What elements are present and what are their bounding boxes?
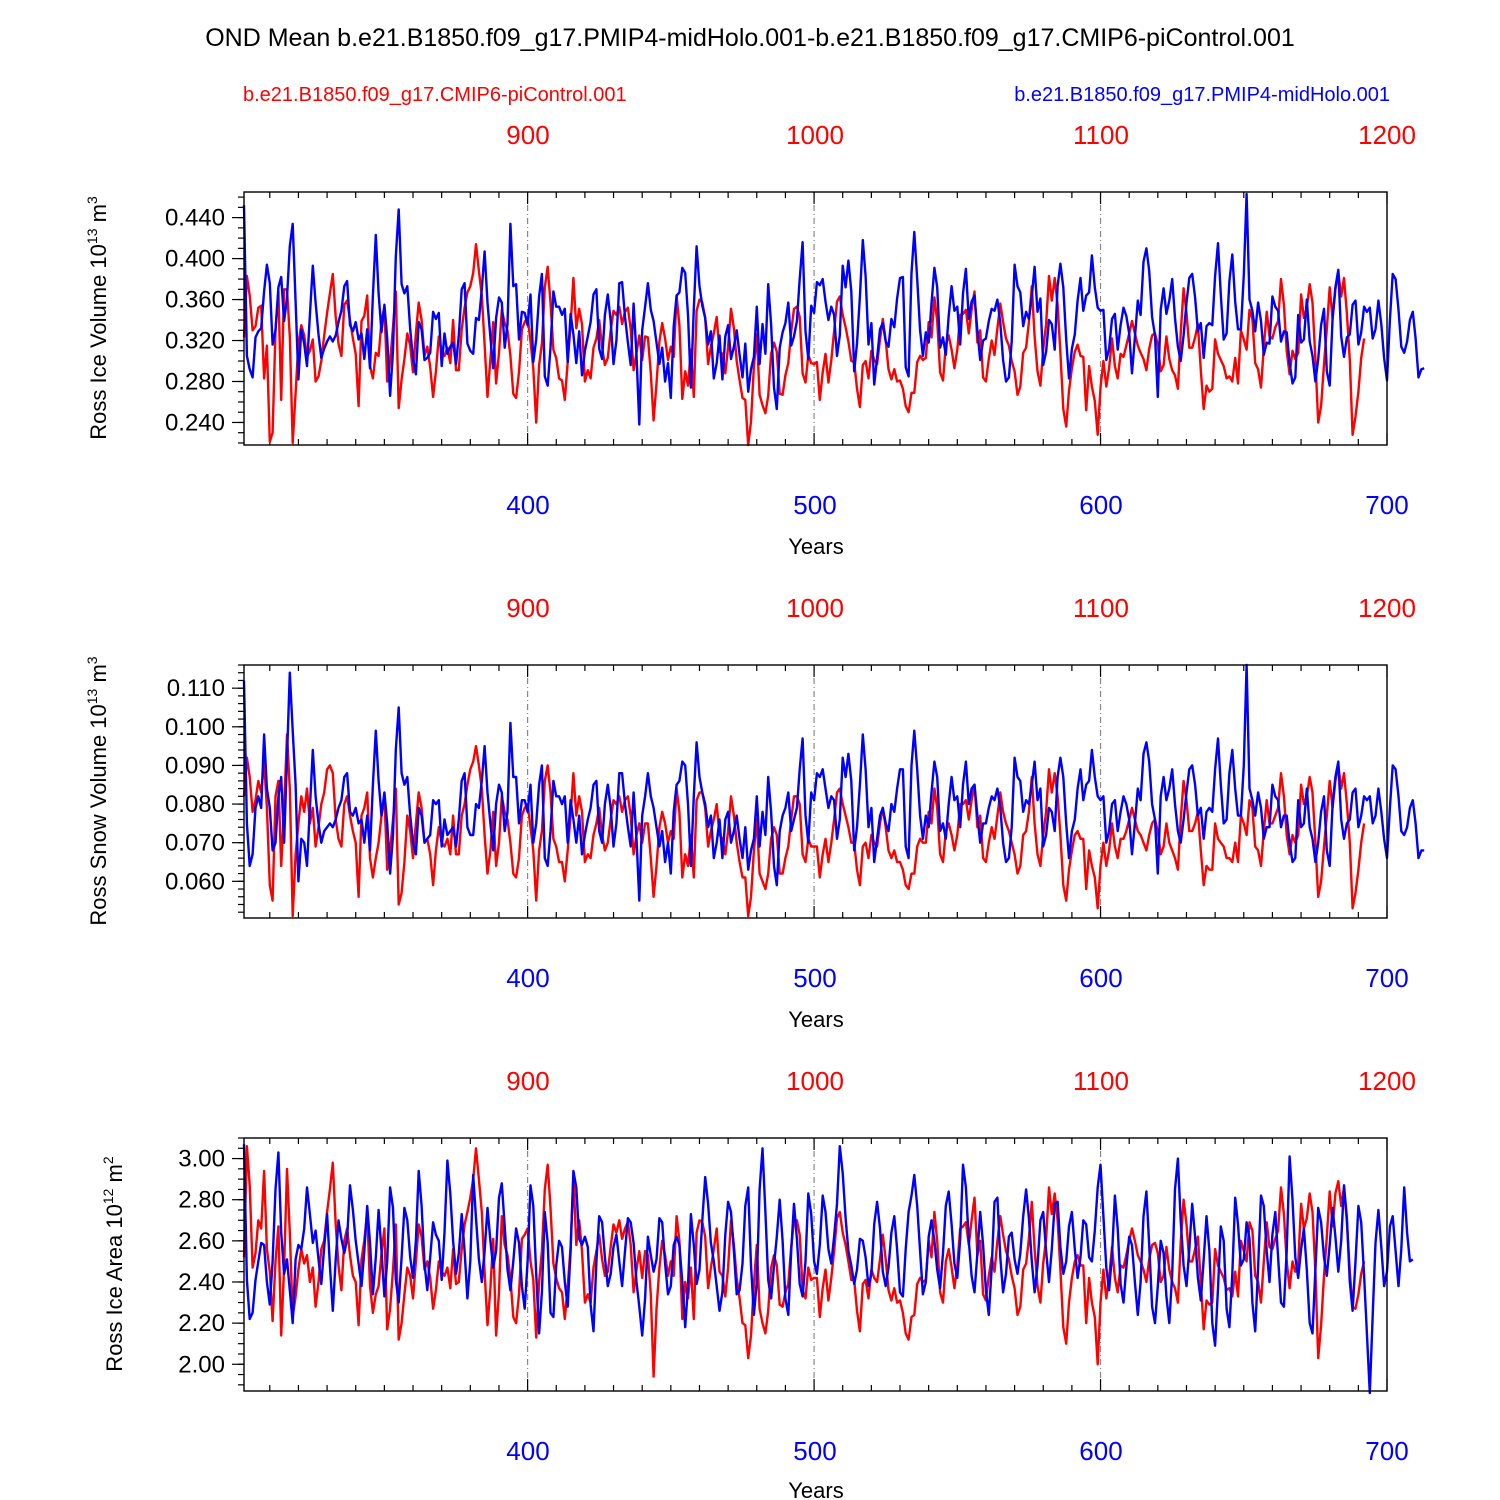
x-tick-label-bottom: 400 bbox=[506, 1436, 549, 1466]
plot-area bbox=[232, 191, 1425, 447]
x-tick-label-top: 900 bbox=[506, 593, 549, 623]
y-axis-title: Ross Ice Area 1012 m2 bbox=[100, 1156, 127, 1372]
y-tick-label: 0.060 bbox=[165, 868, 225, 895]
x-tick-label-top: 1200 bbox=[1358, 593, 1416, 623]
plot-area bbox=[232, 1137, 1414, 1395]
panel-ice-area: Years Ross Ice Area 1012 m2 900 1000 110… bbox=[100, 1066, 1416, 1500]
plot-frame bbox=[243, 664, 1388, 919]
x-tick-label-bottom: 600 bbox=[1079, 490, 1122, 520]
legend-holo-label: b.e21.B1850.f09_g17.PMIP4-midHolo.001 bbox=[1014, 84, 1390, 106]
y-tick-label: 2.80 bbox=[178, 1187, 225, 1214]
figure-title: OND Mean b.e21.B1850.f09_g17.PMIP4-midHo… bbox=[205, 24, 1295, 52]
y-tick-label: 0.440 bbox=[165, 205, 225, 232]
y-tick-label: 0.280 bbox=[165, 368, 225, 395]
y-tick-label: 0.240 bbox=[165, 409, 225, 436]
x-tick-label-top: 1000 bbox=[786, 593, 844, 623]
x-tick-label-top: 900 bbox=[506, 120, 549, 150]
x-axis-title: Years bbox=[788, 1478, 843, 1500]
x-tick-label-bottom: 600 bbox=[1079, 963, 1122, 993]
x-tick-label-bottom: 600 bbox=[1079, 1436, 1122, 1466]
series-line-control bbox=[242, 242, 1366, 447]
x-tick-label-top: 900 bbox=[506, 1066, 549, 1096]
y-tick-label: 0.320 bbox=[165, 328, 225, 355]
x-tick-label-top: 1100 bbox=[1073, 593, 1129, 623]
legend-control-label: b.e21.B1850.f09_g17.CMIP6-piControl.001 bbox=[243, 84, 627, 106]
x-tick-label-top: 1000 bbox=[786, 120, 844, 150]
y-axis-title: Ross Ice Volume 1013 m3 bbox=[84, 196, 111, 440]
x-axis-title: Years bbox=[788, 534, 843, 559]
y-tick-label: 3.00 bbox=[178, 1146, 225, 1173]
x-tick-label-top: 1100 bbox=[1073, 120, 1129, 150]
y-tick-label: 0.400 bbox=[165, 246, 225, 273]
series-line-holo bbox=[242, 192, 1425, 426]
x-tick-label-bottom: 700 bbox=[1365, 963, 1408, 993]
y-tick-label: 2.60 bbox=[178, 1228, 225, 1255]
x-axis-title: Years bbox=[788, 1007, 843, 1032]
x-tick-label-top: 1200 bbox=[1358, 1066, 1416, 1096]
x-tick-label-bottom: 500 bbox=[793, 490, 836, 520]
x-tick-label-bottom: 700 bbox=[1365, 1436, 1408, 1466]
x-tick-label-top: 1000 bbox=[786, 1066, 844, 1096]
series-line-holo bbox=[242, 1144, 1414, 1395]
x-tick-label-bottom: 700 bbox=[1365, 490, 1408, 520]
y-axis-title: Ross Snow Volume 1013 m3 bbox=[84, 656, 111, 925]
plot-area bbox=[232, 663, 1425, 919]
y-tick-label: 0.110 bbox=[167, 675, 225, 702]
y-tick-label: 0.360 bbox=[165, 287, 225, 314]
x-tick-label-bottom: 400 bbox=[506, 963, 549, 993]
y-tick-label: 0.100 bbox=[165, 714, 225, 741]
x-tick-label-bottom: 500 bbox=[793, 963, 836, 993]
y-tick-label: 0.070 bbox=[165, 830, 225, 857]
x-tick-label-bottom: 500 bbox=[793, 1436, 836, 1466]
x-tick-label-top: 1200 bbox=[1358, 120, 1416, 150]
series-line-control bbox=[242, 1144, 1366, 1378]
y-tick-label: 2.40 bbox=[178, 1269, 225, 1296]
plot-frame bbox=[243, 191, 1388, 446]
plot-frame bbox=[243, 1137, 1388, 1392]
panel-snow-volume: Years Ross Snow Volume 1013 m3 900 1000 … bbox=[84, 593, 1416, 1032]
y-tick-label: 2.20 bbox=[178, 1310, 225, 1337]
series-line-holo bbox=[242, 663, 1425, 902]
series-line-control bbox=[242, 733, 1366, 918]
x-tick-label-bottom: 400 bbox=[506, 490, 549, 520]
y-tick-label: 0.090 bbox=[165, 752, 225, 779]
y-tick-label: 2.00 bbox=[178, 1351, 225, 1378]
y-tick-label: 0.080 bbox=[165, 791, 225, 818]
x-tick-label-top: 1100 bbox=[1073, 1066, 1129, 1096]
panel-ice-volume: Years Ross Ice Volume 1013 m3 900 1000 1… bbox=[84, 120, 1416, 559]
